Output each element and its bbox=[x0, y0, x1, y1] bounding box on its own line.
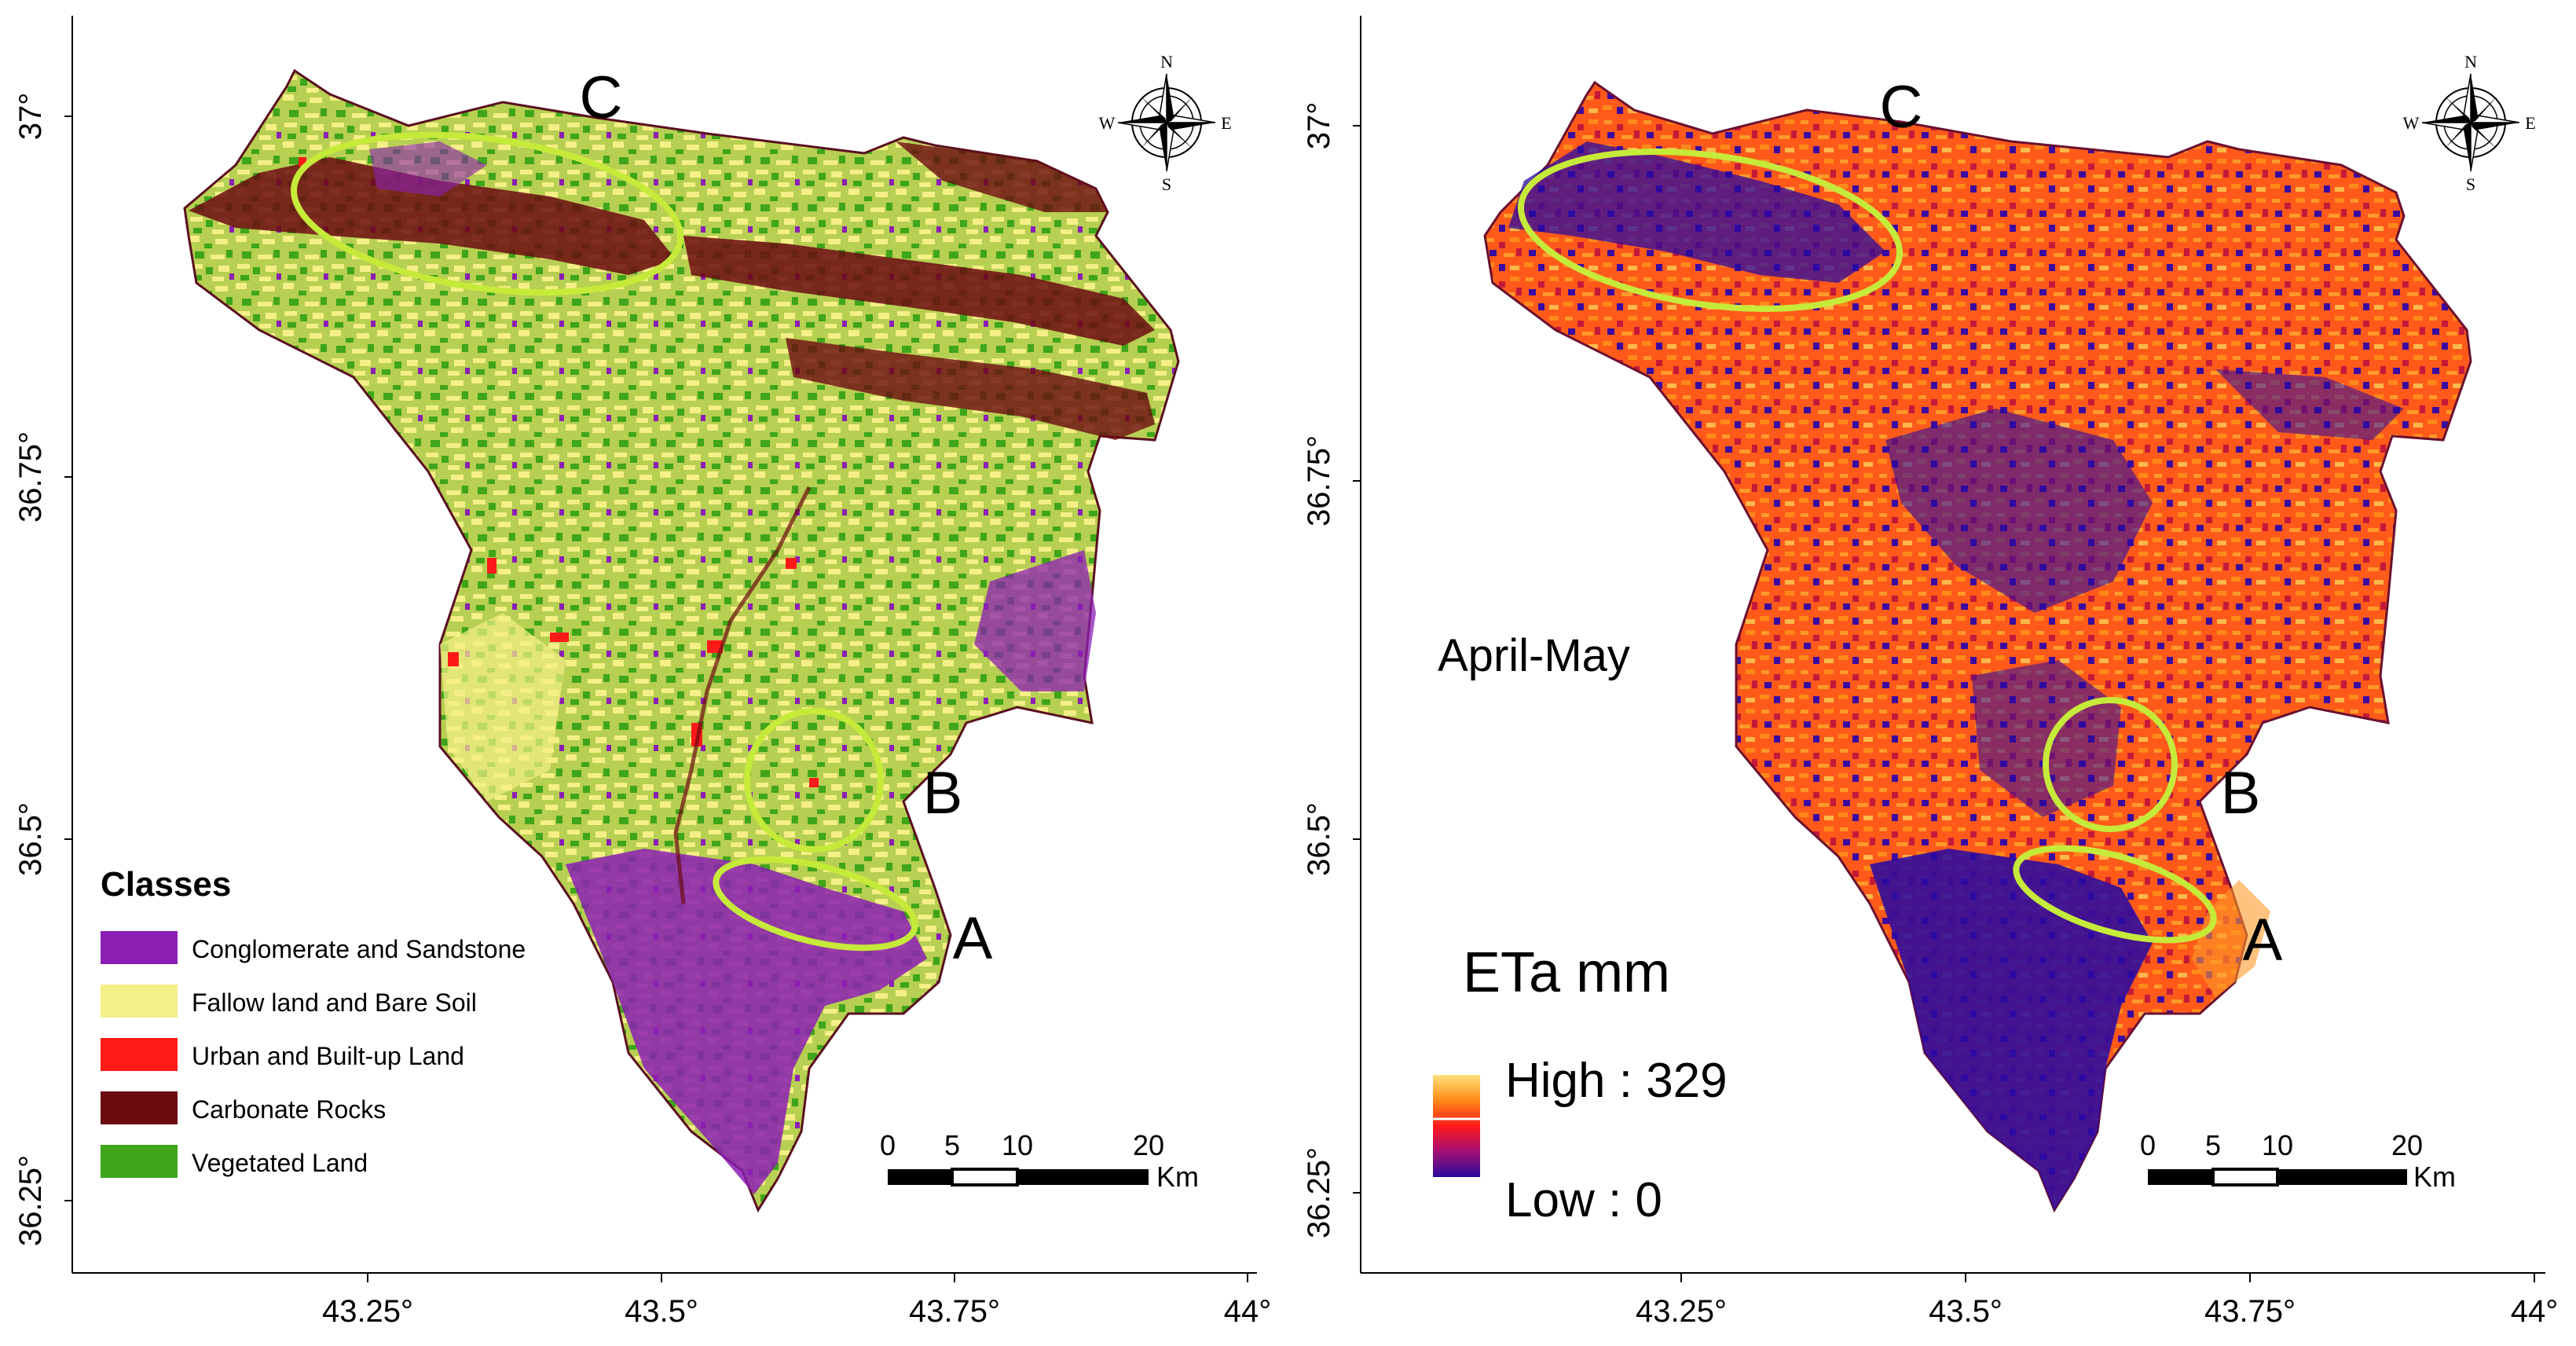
region-label-b: B bbox=[923, 760, 963, 827]
x-tick-marks bbox=[1680, 1273, 2535, 1282]
study-area-land-cover bbox=[183, 68, 1180, 1213]
legend-swatch bbox=[101, 1091, 178, 1124]
x-tick-marks bbox=[367, 1273, 1248, 1282]
scale-bar: 0 5 10 20 Km bbox=[2140, 1129, 2456, 1193]
x-tick-label: 43.5° bbox=[625, 1294, 698, 1329]
region-label-a: A bbox=[953, 905, 993, 972]
y-tick-label: 36.75° bbox=[1302, 435, 1336, 526]
legend-item-label: Vegetated Land bbox=[192, 1149, 368, 1177]
scale-bar-tick: 0 bbox=[2140, 1129, 2156, 1161]
compass-e: E bbox=[2525, 113, 2535, 133]
low-eta-zone bbox=[1870, 849, 2153, 1210]
low-eta-zone bbox=[1508, 141, 1885, 283]
legend-swatch bbox=[101, 985, 178, 1018]
legend-item-label: Fallow land and Bare Soil bbox=[192, 988, 477, 1017]
scale-bar-tick: 10 bbox=[1002, 1129, 1033, 1161]
x-tick-label: 43.25° bbox=[322, 1294, 413, 1329]
conglomerate-patch bbox=[566, 849, 927, 1194]
highlight-ellipse-c bbox=[291, 131, 683, 296]
y-tick-label: 36.25° bbox=[13, 1155, 48, 1246]
eta-map: 37° 36.75° 36.5° 36.25° 43.25° 43.5° 43.… bbox=[1302, 16, 2559, 1329]
region-label-c: C bbox=[580, 64, 623, 131]
x-tick-label: 43.25° bbox=[1636, 1294, 1727, 1329]
region-label-a: A bbox=[2243, 907, 2283, 974]
x-tick-label: 43.75° bbox=[909, 1294, 1000, 1329]
low-eta-zone bbox=[1972, 660, 2121, 817]
compass-rose-icon: N S E W bbox=[2403, 52, 2536, 194]
y-tick-label: 36.5° bbox=[13, 802, 48, 876]
fallow-patch bbox=[440, 613, 566, 801]
eta-legend-title: ETa mm bbox=[1463, 941, 1670, 1004]
y-tick-label: 36.5° bbox=[1302, 802, 1336, 876]
y-tick-label: 37° bbox=[1302, 102, 1336, 150]
scale-bar-tick: 20 bbox=[1133, 1129, 1164, 1161]
legend-swatch bbox=[101, 1145, 178, 1178]
y-tick-label: 36.25° bbox=[1302, 1147, 1336, 1238]
y-tick-label: 36.75° bbox=[13, 431, 48, 523]
y-tick-marks bbox=[64, 116, 72, 1201]
compass-e: E bbox=[1221, 113, 1231, 133]
scale-bar-tick: 20 bbox=[2391, 1129, 2423, 1161]
river bbox=[673, 486, 812, 904]
scale-bar-tick: 0 bbox=[880, 1129, 896, 1161]
eta-color-ramp bbox=[1433, 1075, 1480, 1177]
scale-bar-tick: 5 bbox=[944, 1129, 960, 1161]
carbonate-rocks-ridge bbox=[786, 338, 1155, 440]
legend-swatch bbox=[101, 1038, 178, 1071]
scale-bar-unit: Km bbox=[1156, 1161, 1199, 1193]
conglomerate-patch bbox=[369, 141, 487, 196]
land-cover-map-panel: 37° 36.75° 36.5° 36.25° 43.25° 43.5° 43.… bbox=[13, 16, 1272, 1329]
compass-n: N bbox=[2464, 52, 2477, 72]
legend-swatch bbox=[101, 931, 178, 964]
scale-bar-tick: 10 bbox=[2262, 1129, 2293, 1161]
scale-bar-tick: 5 bbox=[2205, 1129, 2221, 1161]
highlight-ellipse-a bbox=[713, 856, 918, 952]
carbonate-rocks-ridge bbox=[683, 236, 1155, 346]
x-tick-label: 43.5° bbox=[1929, 1294, 2003, 1329]
x-tick-label: 44° bbox=[2511, 1294, 2559, 1329]
legend-item-label: Urban and Built-up Land bbox=[192, 1042, 464, 1070]
compass-rose-icon: N S E W bbox=[1099, 52, 1232, 194]
compass-s: S bbox=[2466, 174, 2475, 194]
y-tick-label: 37° bbox=[13, 93, 48, 141]
highlight-ellipse-b bbox=[2043, 697, 2178, 832]
eta-legend: ETa mm High : 329 Low : 0 bbox=[1433, 941, 1728, 1227]
eta-high-label: High : 329 bbox=[1505, 1054, 1728, 1108]
compass-s: S bbox=[1162, 174, 1171, 194]
classes-legend: Classes Conglomerate and Sandstone Fallo… bbox=[101, 865, 526, 1178]
eta-map-panel: 37° 36.75° 36.5° 36.25° 43.25° 43.5° 43.… bbox=[1288, 0, 2576, 1346]
highlight-ellipse-c bbox=[1518, 149, 1903, 312]
region-label-c: C bbox=[1880, 74, 1923, 141]
carbonate-rocks-ridge bbox=[896, 141, 1108, 212]
compass-w: W bbox=[2403, 113, 2420, 133]
legend-item-label: Conglomerate and Sandstone bbox=[192, 935, 526, 963]
eta-low-label: Low : 0 bbox=[1505, 1173, 1662, 1227]
highlight-ellipse-b bbox=[744, 708, 884, 853]
land-cover-map: 37° 36.75° 36.5° 36.25° 43.25° 43.5° 43.… bbox=[13, 16, 1272, 1329]
period-label: April-May bbox=[1438, 630, 1630, 681]
x-tick-label: 43.75° bbox=[2204, 1294, 2296, 1329]
scale-bar-unit: Km bbox=[2413, 1161, 2456, 1193]
legend-item-label: Carbonate Rocks bbox=[192, 1095, 386, 1124]
legend-title: Classes bbox=[101, 865, 231, 904]
low-eta-zone bbox=[1885, 409, 2153, 613]
compass-n: N bbox=[1160, 52, 1173, 72]
highlight-ellipse-a bbox=[2013, 845, 2217, 944]
low-eta-zone bbox=[2215, 369, 2404, 440]
compass-w: W bbox=[1099, 113, 1116, 133]
scale-bar: 0 5 10 20 Km bbox=[880, 1129, 1199, 1193]
carbonate-rocks-ridge bbox=[189, 157, 676, 275]
conglomerate-patch bbox=[974, 550, 1096, 691]
x-tick-label: 44° bbox=[1224, 1294, 1272, 1329]
y-tick-marks bbox=[1353, 125, 1361, 1194]
region-label-b: B bbox=[2221, 760, 2261, 827]
